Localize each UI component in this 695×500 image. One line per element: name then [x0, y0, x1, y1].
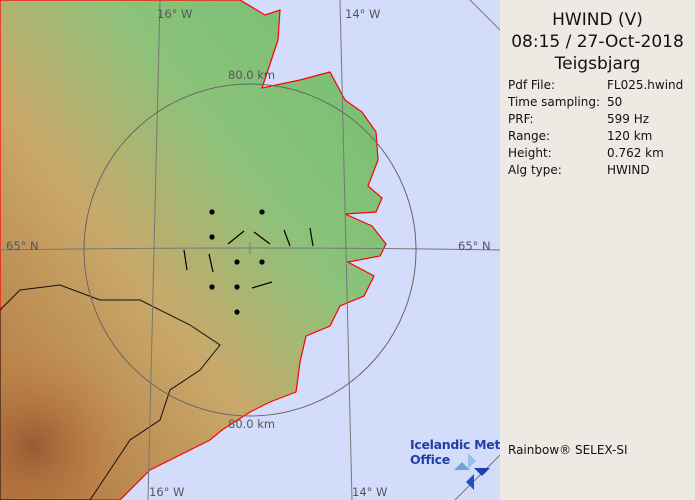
value: HWIND [607, 163, 650, 177]
key: Range: [508, 129, 551, 143]
logo-text: Office [410, 452, 450, 467]
product-title: HWIND (V) [552, 10, 643, 30]
metadata-row: Time sampling: 50 [508, 94, 695, 111]
station-name: Teigsbjarg [554, 54, 641, 74]
metadata-row: PRF: 599 Hz [508, 111, 695, 128]
metadata-row: Height: 0.762 km [508, 145, 695, 162]
wind-barbs [183, 209, 314, 315]
range-ring [83, 83, 417, 417]
metadata-list: Pdf File: FL025.hwind Time sampling: 50 PR… [500, 77, 695, 179]
graticule [0, 0, 500, 500]
imo-logo-icon [454, 453, 490, 490]
lat-label: 65° N [6, 239, 39, 253]
metadata-row: Pdf File: FL025.hwind [508, 77, 695, 94]
lon-label: 16° W [149, 485, 184, 499]
key: Time sampling: [508, 95, 601, 109]
radar-site-marker [244, 242, 256, 254]
key: Alg type: [508, 163, 562, 177]
datetime: 08:15 / 27-Oct-2018 [511, 32, 684, 52]
lat-label: 65° N [458, 239, 491, 253]
glacier-area [0, 284, 221, 500]
value: 599 Hz [607, 112, 650, 126]
lon-label: 14° W [345, 7, 380, 21]
key: Height: [508, 146, 552, 160]
info-panel: HWIND (V) 08:15 / 27-Oct-2018 Teigsbjarg… [500, 0, 695, 500]
range-label: 80.0 km [228, 68, 275, 82]
range-label: 80.0 km [228, 417, 275, 431]
imo-logo: Icelandic Met Office [410, 437, 500, 467]
metadata-row: Alg type: HWIND [508, 162, 695, 179]
metadata-row: Range: 120 km [508, 128, 695, 145]
credit-text: Rainbow® SELEX-SI [508, 443, 628, 457]
value: FL025.hwind [607, 78, 684, 92]
key: PRF: [508, 112, 534, 126]
radar-map: 16° W 14° W 16° W 14° W 65° N 65° N 80.0… [0, 0, 500, 500]
lon-label: 16° W [157, 7, 192, 21]
logo-text: Icelandic Met [410, 437, 501, 452]
value: 0.762 km [607, 146, 664, 160]
lon-label: 14° W [352, 485, 387, 499]
value: 50 [607, 95, 623, 109]
key: Pdf File: [508, 78, 556, 92]
value: 120 km [607, 129, 653, 143]
